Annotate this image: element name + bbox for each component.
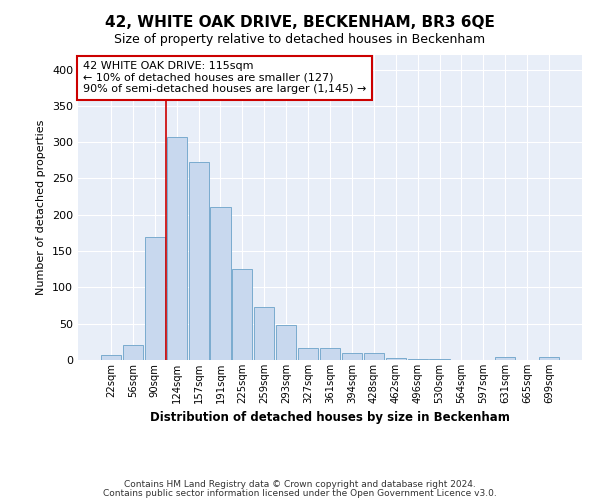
Bar: [342, 354, 362, 360]
Text: Contains HM Land Registry data © Crown copyright and database right 2024.: Contains HM Land Registry data © Crown c…: [124, 480, 476, 489]
Bar: [232, 269, 253, 360]
Text: 42 WHITE OAK DRIVE: 115sqm
← 10% of detached houses are smaller (127)
90% of sem: 42 WHITE OAK DRIVE: 115sqm ← 10% of deta…: [83, 61, 367, 94]
Bar: [101, 355, 121, 360]
Bar: [123, 345, 143, 360]
Bar: [211, 208, 230, 360]
Bar: [276, 325, 296, 360]
Bar: [495, 357, 515, 360]
Text: Contains public sector information licensed under the Open Government Licence v3: Contains public sector information licen…: [103, 488, 497, 498]
Bar: [188, 162, 209, 360]
Text: Size of property relative to detached houses in Beckenham: Size of property relative to detached ho…: [115, 32, 485, 46]
Bar: [386, 358, 406, 360]
Bar: [364, 354, 384, 360]
Bar: [539, 357, 559, 360]
Bar: [167, 137, 187, 360]
Bar: [145, 236, 165, 360]
Bar: [254, 307, 274, 360]
Bar: [298, 348, 318, 360]
X-axis label: Distribution of detached houses by size in Beckenham: Distribution of detached houses by size …: [150, 412, 510, 424]
Bar: [320, 348, 340, 360]
Text: 42, WHITE OAK DRIVE, BECKENHAM, BR3 6QE: 42, WHITE OAK DRIVE, BECKENHAM, BR3 6QE: [105, 15, 495, 30]
Y-axis label: Number of detached properties: Number of detached properties: [37, 120, 46, 295]
